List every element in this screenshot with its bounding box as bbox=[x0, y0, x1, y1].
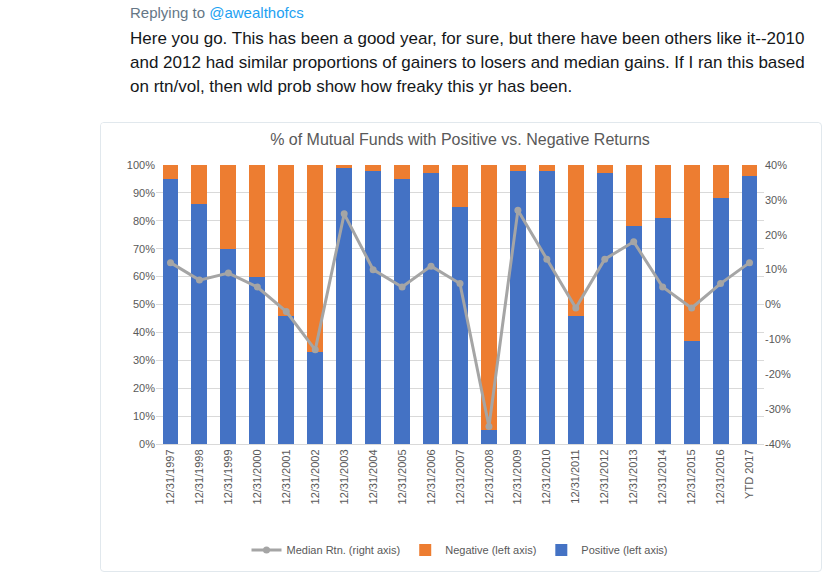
svg-text:30%: 30% bbox=[133, 354, 155, 366]
svg-text:90%: 90% bbox=[133, 187, 155, 199]
svg-text:10%: 10% bbox=[133, 410, 155, 422]
svg-text:-30%: -30% bbox=[765, 403, 791, 415]
svg-text:70%: 70% bbox=[133, 243, 155, 255]
svg-text:12/31/1999: 12/31/1999 bbox=[222, 449, 234, 504]
svg-text:12/31/2008: 12/31/2008 bbox=[483, 449, 495, 504]
svg-text:12/31/2016: 12/31/2016 bbox=[714, 449, 726, 504]
svg-text:Median Rtn. (right axis): Median Rtn. (right axis) bbox=[287, 544, 401, 556]
html-text:Replying to @awealthofcs: Replying to @awealthofcs bbox=[130, 4, 304, 21]
svg-text:12/31/2005: 12/31/2005 bbox=[396, 449, 408, 504]
svg-text:12/31/2011: 12/31/2011 bbox=[569, 449, 581, 503]
svg-text:40%: 40% bbox=[765, 159, 787, 171]
svg-text:30%: 30% bbox=[765, 194, 787, 206]
svg-text:-40%: -40% bbox=[765, 438, 791, 450]
svg-text:12/31/2001: 12/31/2001 bbox=[280, 449, 292, 504]
svg-text:12/31/2006: 12/31/2006 bbox=[425, 449, 437, 504]
svg-text:20%: 20% bbox=[133, 382, 155, 394]
svg-text:0%: 0% bbox=[139, 438, 155, 450]
svg-text:60%: 60% bbox=[133, 270, 155, 282]
html-text:Here you go. This has been a g: Here you go. This has been a good year, … bbox=[130, 29, 805, 96]
svg-text:50%: 50% bbox=[133, 298, 155, 310]
svg-text:12/31/2013: 12/31/2013 bbox=[627, 449, 639, 504]
svg-text:20%: 20% bbox=[765, 229, 787, 241]
svg-text:80%: 80% bbox=[133, 215, 155, 227]
svg-text:12/31/1997: 12/31/1997 bbox=[164, 449, 176, 504]
svg-text:YTD 2017: YTD 2017 bbox=[743, 449, 755, 499]
svg-text:12/31/2002: 12/31/2002 bbox=[309, 449, 321, 504]
svg-text:12/31/1998: 12/31/1998 bbox=[193, 449, 205, 504]
svg-text:12/31/2000: 12/31/2000 bbox=[251, 449, 263, 504]
svg-text:12/31/2009: 12/31/2009 bbox=[511, 449, 523, 504]
svg-text:100%: 100% bbox=[127, 159, 155, 171]
svg-text:12/31/2015: 12/31/2015 bbox=[685, 449, 697, 504]
svg-text:12/31/2010: 12/31/2010 bbox=[540, 449, 552, 504]
svg-text:12/31/2004: 12/31/2004 bbox=[367, 449, 379, 504]
svg-text:40%: 40% bbox=[133, 326, 155, 338]
svg-text:12/31/2014: 12/31/2014 bbox=[656, 449, 668, 504]
svg-text:0%: 0% bbox=[765, 298, 781, 310]
svg-text:-10%: -10% bbox=[765, 333, 791, 345]
svg-text:12/31/2003: 12/31/2003 bbox=[338, 449, 350, 504]
svg-text:Positive (left axis): Positive (left axis) bbox=[581, 544, 667, 556]
svg-text:10%: 10% bbox=[765, 263, 787, 275]
svg-text:12/31/2012: 12/31/2012 bbox=[598, 449, 610, 504]
svg-text:Negative (left axis): Negative (left axis) bbox=[445, 544, 536, 556]
svg-text:-20%: -20% bbox=[765, 368, 791, 380]
svg-text:12/31/2007: 12/31/2007 bbox=[454, 449, 466, 504]
svg-text:% of Mutual Funds with Positiv: % of Mutual Funds with Positive vs. Nega… bbox=[270, 131, 650, 148]
